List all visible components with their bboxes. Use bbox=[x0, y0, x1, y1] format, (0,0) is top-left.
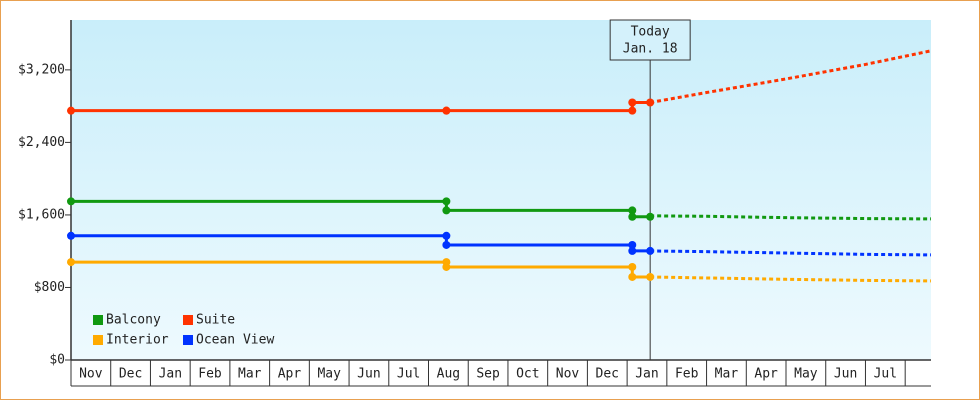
x-tick-label: Jan bbox=[159, 367, 182, 382]
forecast-line bbox=[649, 49, 932, 104]
forecast-line bbox=[650, 275, 932, 283]
x-tick-label: Dec bbox=[596, 367, 619, 382]
legend-swatch bbox=[93, 315, 103, 325]
legend-swatch bbox=[183, 315, 193, 325]
legend-label: Suite bbox=[196, 313, 235, 328]
legend-label: Interior bbox=[106, 333, 169, 348]
x-tick-label: Nov bbox=[556, 367, 580, 382]
x-tick-label: Feb bbox=[198, 367, 222, 382]
x-tick-label: Jul bbox=[397, 367, 420, 382]
legend-label: Ocean View bbox=[196, 333, 274, 348]
point bbox=[628, 272, 637, 281]
point bbox=[67, 106, 75, 115]
forecast-line bbox=[650, 249, 932, 257]
legend-swatch bbox=[93, 335, 103, 345]
y-tick-label: $800 bbox=[34, 280, 65, 295]
x-tick-label: Jun bbox=[357, 367, 380, 382]
x-tick-label: Jan bbox=[635, 367, 658, 382]
point bbox=[628, 240, 637, 249]
x-tick-label: Jun bbox=[834, 367, 857, 382]
x-tick-label: Feb bbox=[675, 367, 699, 382]
point bbox=[67, 197, 75, 206]
point bbox=[646, 272, 655, 281]
point bbox=[67, 258, 75, 267]
today-box bbox=[609, 19, 691, 61]
point bbox=[646, 98, 655, 107]
point bbox=[628, 106, 637, 115]
x-tick-label: Aug bbox=[437, 367, 460, 382]
y-tick-label: $2,400 bbox=[18, 135, 65, 150]
point bbox=[628, 246, 637, 255]
point bbox=[442, 262, 451, 271]
point bbox=[442, 206, 451, 215]
today-label: Jan. 18 bbox=[623, 42, 678, 57]
x-tick-label: May bbox=[317, 367, 341, 382]
y-tick-label: $3,200 bbox=[18, 62, 65, 77]
point bbox=[442, 106, 451, 115]
point bbox=[628, 212, 637, 221]
x-tick-label: Mar bbox=[715, 367, 739, 382]
y-tick-label: $0 bbox=[49, 353, 65, 368]
x-tick-label: Apr bbox=[754, 367, 778, 382]
point bbox=[67, 231, 75, 240]
legend-label: Balcony bbox=[106, 313, 161, 328]
x-tick-label: Jul bbox=[874, 367, 897, 382]
point bbox=[442, 240, 451, 249]
x-tick-label: May bbox=[794, 367, 818, 382]
x-tick-label: Oct bbox=[516, 367, 539, 382]
point bbox=[442, 197, 451, 206]
x-tick-label: Sep bbox=[476, 367, 500, 382]
x-tick-label: Dec bbox=[119, 367, 142, 382]
point bbox=[628, 262, 637, 271]
point bbox=[442, 231, 451, 240]
legend-swatch bbox=[183, 335, 193, 345]
forecast-line bbox=[650, 214, 932, 221]
point bbox=[646, 246, 655, 255]
x-tick-label: Nov bbox=[79, 367, 103, 382]
point bbox=[646, 212, 655, 221]
x-tick-label: Mar bbox=[238, 367, 262, 382]
today-label: Today bbox=[631, 25, 670, 40]
point bbox=[628, 206, 637, 215]
y-tick-label: $1,600 bbox=[18, 207, 65, 222]
point bbox=[628, 98, 637, 107]
x-tick-label: Apr bbox=[278, 367, 302, 382]
plot-area bbox=[71, 20, 931, 360]
